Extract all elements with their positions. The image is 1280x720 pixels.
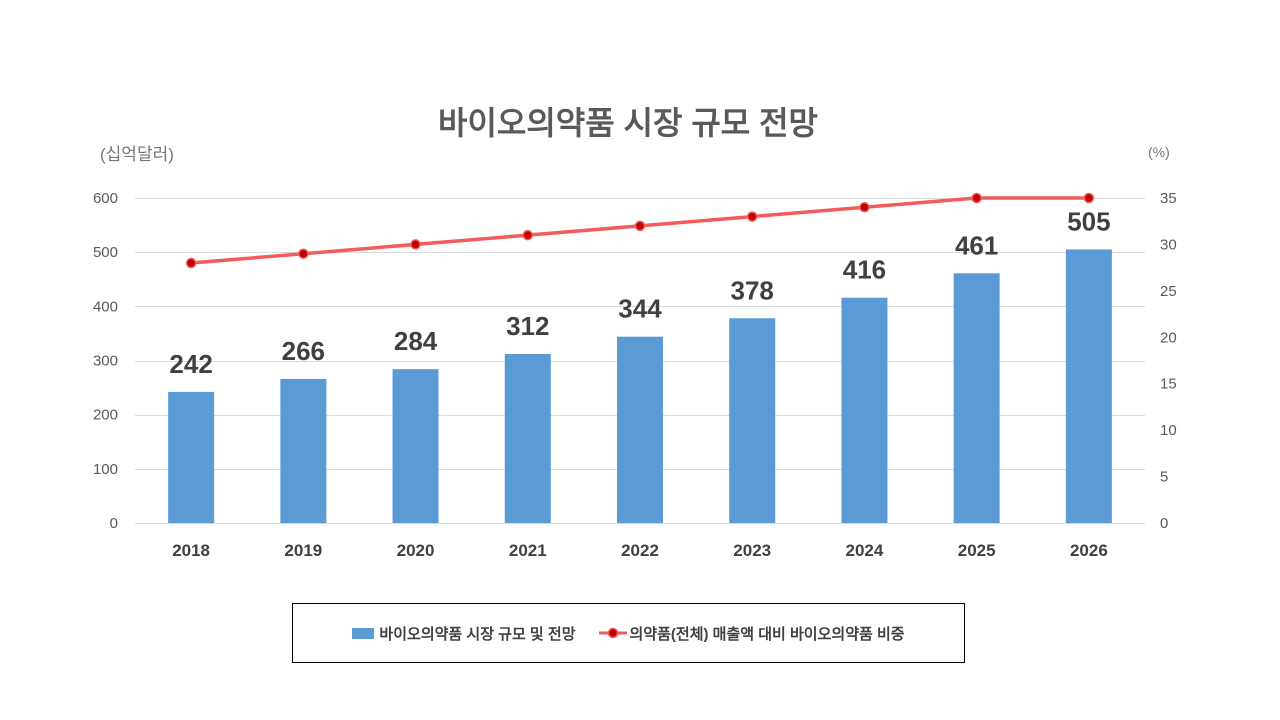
y-right-tick-label: 25 [1160, 283, 1177, 300]
y-left-tick-label: 0 [110, 515, 118, 532]
legend: 바이오의약품 시장 규모 및 전망 의약품(전체) 매출액 대비 바이오의약품 … [292, 603, 965, 663]
y-right-tick-label: 5 [1160, 469, 1168, 486]
bar-data-label: 312 [506, 311, 549, 341]
bar-data-label: 416 [843, 255, 886, 285]
bar-2022 [617, 336, 663, 523]
y-right-axis: 0 5 10 15 20 25 30 35 [1160, 190, 1177, 532]
x-tick-label: 2022 [621, 541, 659, 560]
bar-data-label: 461 [955, 230, 998, 260]
bar-data-label: 266 [282, 336, 325, 366]
legend-marker [607, 627, 618, 639]
y-right-tick-label: 0 [1160, 515, 1168, 532]
bar-2025 [953, 273, 1000, 523]
y-left-tick-label: 400 [93, 298, 118, 315]
legend-item-market-size: 바이오의약품 시장 규모 및 전망 [352, 623, 576, 644]
bar-2023 [729, 318, 776, 523]
chart-title: 바이오의약품 시장 규모 전망 [438, 105, 818, 141]
line-point-2021 [522, 229, 534, 241]
x-axis: 2018 2019 2020 2021 2022 2023 2024 2025 2026 [172, 541, 1108, 560]
line-point-2024 [859, 202, 870, 213]
line-point-2020 [410, 239, 421, 250]
bar-2026 [1065, 249, 1112, 524]
line-point-2019 [298, 248, 309, 259]
bar-2020 [392, 369, 439, 523]
y-right-tick-label: 10 [1160, 422, 1177, 439]
x-tick-label: 2025 [958, 541, 996, 560]
y-right-tick-label: 15 [1160, 376, 1177, 393]
y-right-tick-label: 20 [1160, 329, 1177, 346]
line-series [185, 192, 1095, 269]
legend-bar-swatch [352, 627, 375, 639]
line-point-2022 [634, 220, 646, 232]
bar-2024 [841, 297, 888, 523]
line-point-2023 [746, 211, 758, 222]
bar-2018 [168, 391, 215, 523]
bar-data-label: 242 [169, 349, 212, 379]
bar-data-label: 378 [731, 275, 774, 305]
y-left-axis-unit: (십억달러) [100, 145, 174, 164]
legend-label-market-size: 바이오의약품 시장 규모 및 전망 [379, 625, 576, 643]
legend-item-share: 의약품(전체) 매출액 대비 바이오의약품 비중 [598, 623, 905, 644]
legend-line-marker-icon [598, 627, 627, 639]
y-right-tick-label: 35 [1160, 190, 1177, 207]
bar-data-label: 344 [618, 294, 662, 324]
bar-data-labels: 242 266 284 312 344 378 416 461 505 [169, 206, 1110, 378]
bar-series [168, 249, 1112, 524]
bar-data-label: 505 [1067, 206, 1110, 236]
x-tick-label: 2021 [509, 541, 547, 560]
y-left-tick-label: 300 [93, 353, 118, 370]
legend-label-share: 의약품(전체) 매출액 대비 바이오의약품 비중 [629, 625, 905, 643]
bar-2019 [280, 378, 327, 523]
y-right-tick-label: 30 [1160, 236, 1177, 253]
y-left-tick-label: 200 [93, 407, 118, 424]
x-tick-label: 2020 [397, 541, 435, 560]
x-tick-label: 2019 [284, 541, 322, 560]
line-point-2026 [1083, 192, 1095, 204]
y-right-axis-unit: (%) [1148, 144, 1170, 160]
y-left-tick-label: 500 [93, 244, 118, 261]
line-point-2025 [971, 192, 982, 204]
x-tick-label: 2023 [733, 541, 771, 560]
line-point-2018 [185, 257, 197, 269]
x-tick-label: 2026 [1070, 541, 1108, 560]
y-left-tick-label: 600 [93, 190, 118, 207]
x-tick-label: 2018 [172, 541, 210, 560]
y-left-axis: 0 100 200 300 400 500 600 [93, 190, 118, 532]
x-tick-label: 2024 [846, 541, 884, 560]
y-left-tick-label: 100 [93, 461, 118, 478]
bar-data-label: 284 [394, 326, 438, 356]
bar-2021 [504, 354, 551, 523]
